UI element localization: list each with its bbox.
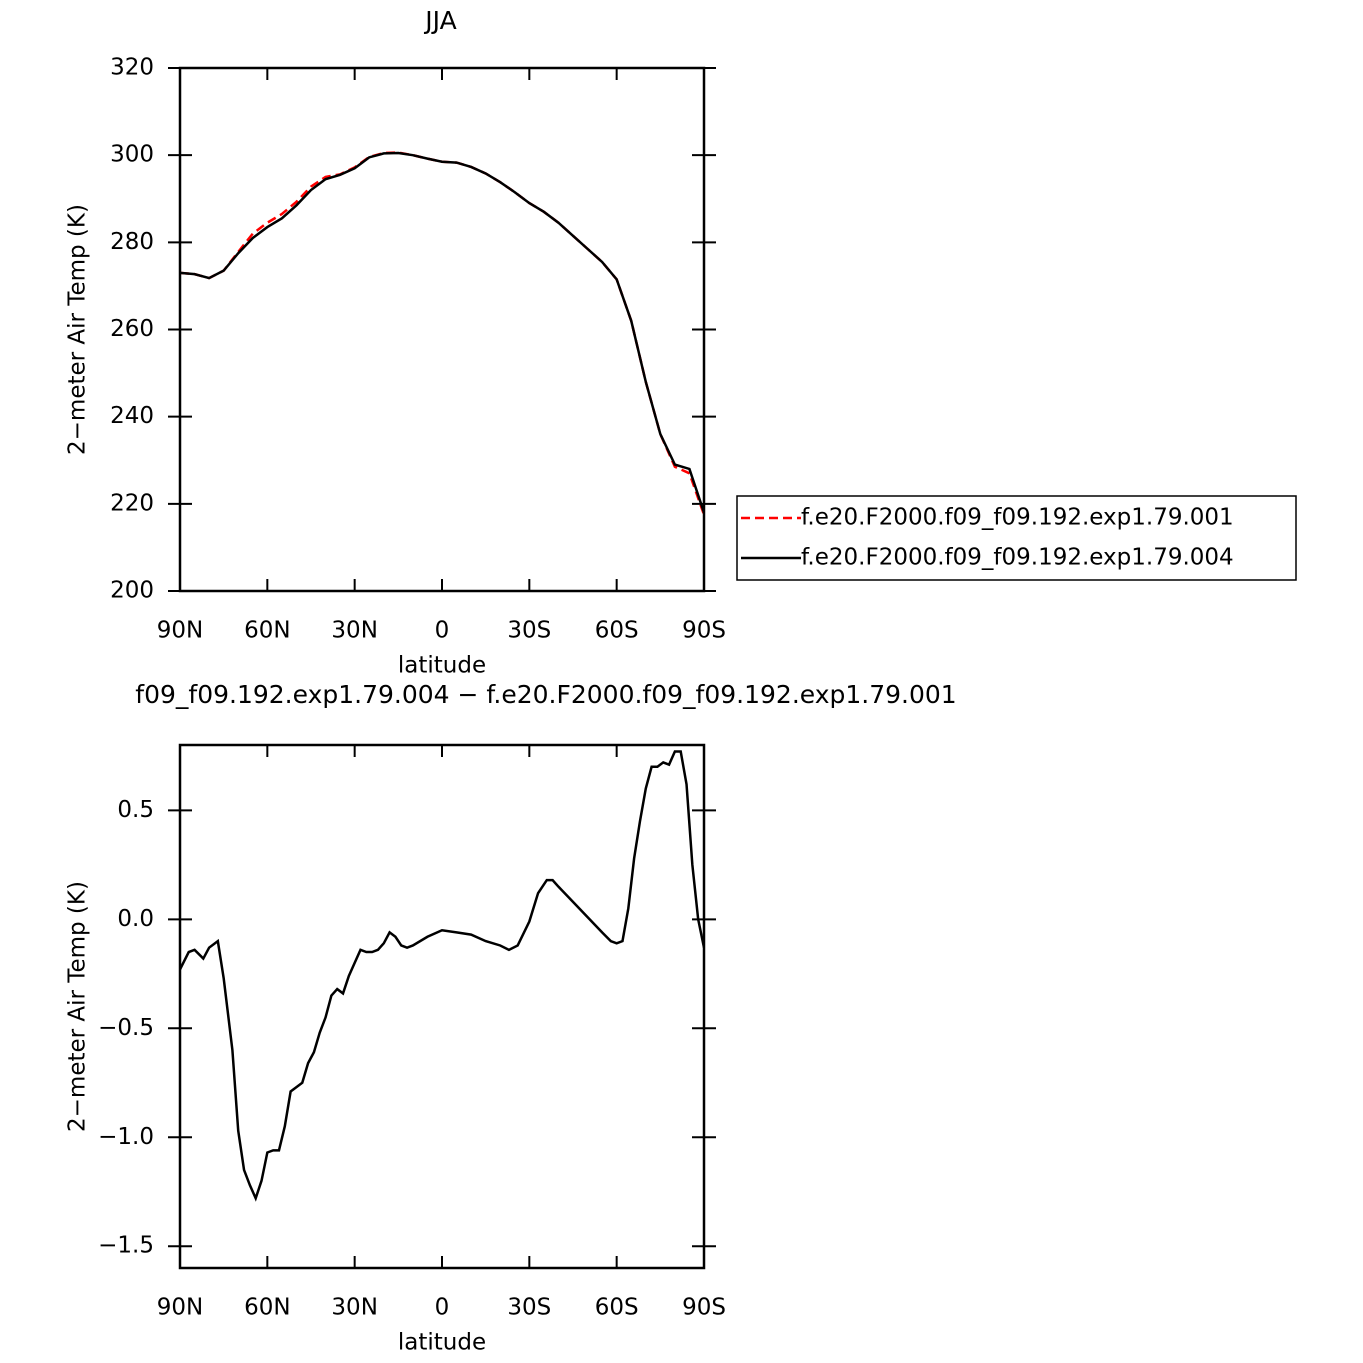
y-tick-label: 200 [110, 578, 154, 604]
chart-title: f09_f09.192.exp1.79.004 − f.e20.F2000.f0… [135, 680, 956, 709]
legend-label: f.e20.F2000.f09_f09.192.exp1.79.004 [801, 545, 1234, 571]
chart-title: JJA [423, 6, 456, 35]
plot-frame [178, 743, 706, 1270]
x-tick-label: 90N [157, 1295, 203, 1321]
data-line [180, 151, 704, 513]
y-tick-label: 0.5 [117, 797, 154, 823]
x-tick-label: 90S [682, 618, 726, 644]
x-tick-label: 60S [595, 1295, 639, 1321]
x-tick-label: 90S [682, 1295, 726, 1321]
y-axis-label: 2−meter Air Temp (K) [65, 204, 91, 455]
y-tick-label: 300 [110, 142, 154, 168]
x-tick-label: 30N [331, 618, 377, 644]
y-tick-label: 0.0 [117, 906, 154, 932]
legend-box [736, 495, 1297, 581]
x-axis-label: latitude [398, 1330, 486, 1356]
y-tick-label: 220 [110, 490, 154, 516]
y-tick-label: 320 [110, 55, 154, 81]
y-axis-label: 2−meter Air Temp (K) [65, 881, 91, 1132]
y-tick-label: −0.5 [98, 1015, 154, 1041]
data-line [180, 750, 704, 1202]
y-tick-label: 240 [110, 403, 154, 429]
data-line [180, 151, 704, 516]
y-tick-label: −1.5 [98, 1233, 154, 1259]
y-tick-label: 280 [110, 229, 154, 255]
y-tick-label: 260 [110, 316, 154, 342]
x-tick-label: 30N [331, 1295, 377, 1321]
x-tick-label: 60S [595, 618, 639, 644]
plot-frame [178, 66, 706, 593]
x-tick-label: 60N [244, 618, 290, 644]
x-tick-label: 0 [435, 618, 450, 644]
x-tick-label: 30S [507, 618, 551, 644]
x-tick-label: 90N [157, 618, 203, 644]
legend-label: f.e20.F2000.f09_f09.192.exp1.79.001 [801, 505, 1234, 531]
x-tick-label: 30S [507, 1295, 551, 1321]
x-tick-label: 0 [435, 1295, 450, 1321]
x-tick-label: 60N [244, 1295, 290, 1321]
x-axis-label: latitude [398, 653, 486, 679]
y-tick-label: −1.0 [98, 1124, 154, 1150]
